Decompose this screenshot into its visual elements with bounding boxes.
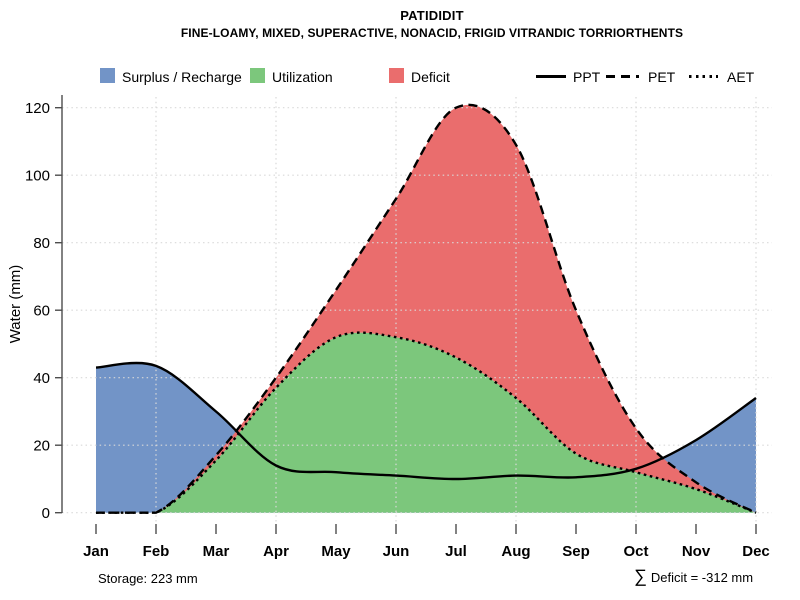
x-tick-label: Jul [445,543,467,560]
y-tick-label: 60 [33,303,50,320]
x-tick-label: Dec [742,543,770,560]
ppt-curve [95,361,757,481]
y-tick-label: 100 [25,168,50,185]
x-tick-label: Nov [682,543,711,560]
x-tick-label: Apr [263,543,289,560]
legend-label-surplus: Surplus / Recharge [122,69,242,85]
aet-curve [96,331,757,514]
deficit-annotation: ∑ Deficit = -312 mm [634,566,753,587]
y-tick-label: 0 [42,505,50,522]
sigma-symbol: ∑ [634,566,647,586]
deficit-area [96,104,756,513]
x-tick-label: Aug [501,543,530,560]
page-title: PATIDIDIT [400,8,464,23]
pet-curve [96,103,757,514]
legend-label-pet: PET [648,69,676,85]
page-subtitle: FINE-LOAMY, MIXED, SUPERACTIVE, NONACID,… [180,26,684,40]
y-axis-title: Water (mm) [7,265,24,344]
x-tick-label: Oct [623,543,648,560]
surplus-swatch [100,68,115,83]
legend-label-ppt: PPT [573,69,601,85]
legend-label-utilization: Utilization [272,69,333,85]
x-tick-label: Feb [143,543,170,560]
y-tick-label: 80 [33,235,50,252]
pet-line-sample [606,75,639,78]
x-tick-label: Jan [83,543,109,560]
ppt-line-sample [536,75,566,78]
y-tick-label: 120 [25,100,50,117]
aet-line-sample [689,75,718,78]
utilization-area [96,332,756,513]
y-tick-label: 40 [33,370,50,387]
x-tick-label: Mar [203,543,230,560]
x-tick-label: Sep [562,543,590,560]
storage-annotation: Storage: 223 mm [98,571,198,586]
y-tick-label: 20 [33,438,50,455]
utilization-swatch [250,68,265,83]
deficit-swatch [389,68,404,83]
legend-label-aet: AET [727,69,755,85]
legend-label-deficit: Deficit [411,69,450,85]
x-tick-label: Jun [383,543,410,560]
deficit-sum-label: Deficit = -312 mm [650,570,754,585]
title-block: PATIDIDIT FINE-LOAMY, MIXED, SUPERACTIVE… [62,8,800,40]
x-tick-label: May [321,543,351,560]
